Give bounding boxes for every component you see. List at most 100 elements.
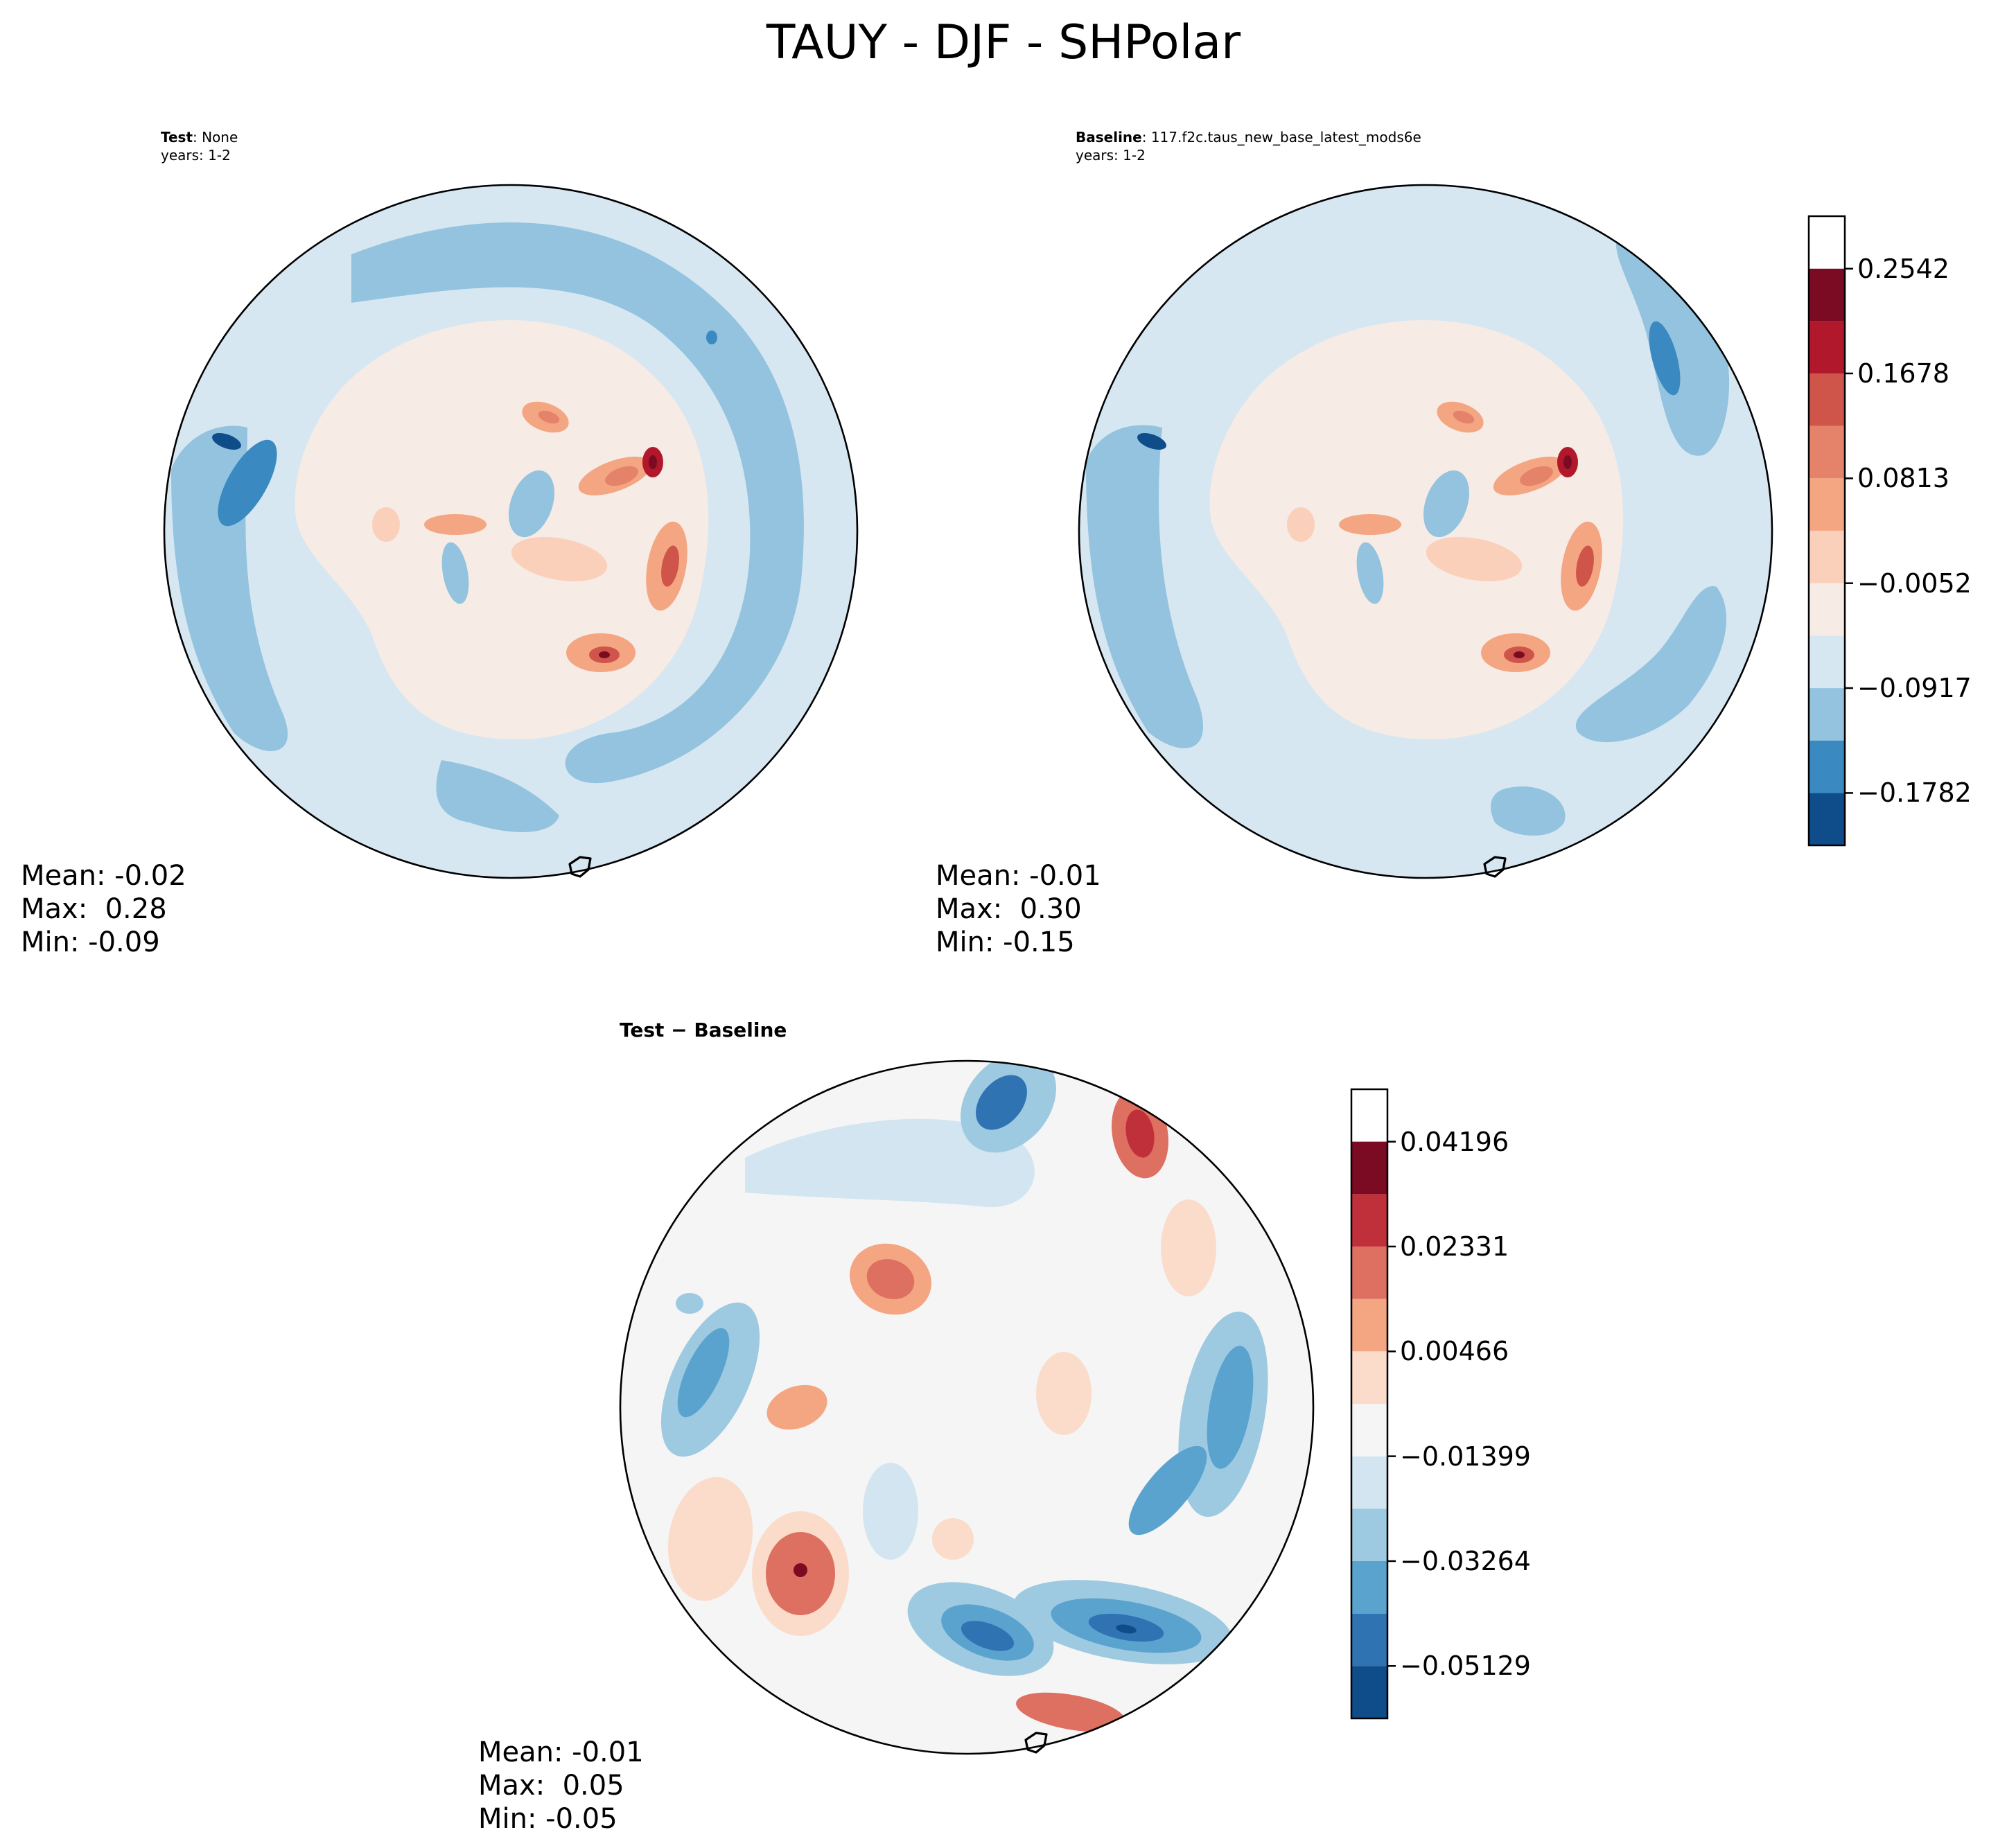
diff-colorbar-band <box>1351 1560 1387 1614</box>
baseline-colorbar-band <box>1809 793 1845 845</box>
test-contour-region <box>372 507 400 542</box>
baseline-colorbar-band <box>1809 740 1845 793</box>
baseline-colorbar-band <box>1809 425 1845 479</box>
diff-contour-region <box>794 1563 807 1577</box>
diff-colorbar-tick-label: 0.00466 <box>1400 1336 1509 1367</box>
test-contour-region <box>351 222 804 784</box>
baseline-colorbar-band <box>1809 321 1845 373</box>
test-stat-min: Min: -0.09 <box>21 926 160 958</box>
baseline-contour-region <box>1520 466 1553 486</box>
diff-colorbar-band <box>1351 1456 1387 1509</box>
baseline-colorbar-band <box>1809 268 1845 322</box>
baseline-label-text: : 117.f2c.taus_new_base_latest_mods6e <box>1141 129 1421 146</box>
diff-contour-region <box>667 1477 753 1601</box>
diff-stat-mean: Mean: -0.01 <box>478 1736 644 1768</box>
baseline-stat-min: Min: -0.15 <box>936 926 1075 958</box>
diff-colorbar-band <box>1351 1194 1387 1247</box>
baseline-colorbar-band <box>1809 373 1845 426</box>
baseline-contour-region <box>1491 786 1566 836</box>
diff-contour-region <box>866 1259 915 1299</box>
baseline-label-bold: Baseline <box>1076 129 1142 146</box>
diff-colorbar-band <box>1351 1141 1387 1195</box>
baseline-contour-region <box>1514 651 1525 658</box>
baseline-stat-mean: Mean: -0.01 <box>936 860 1101 892</box>
diff-contour-region <box>1116 1624 1137 1634</box>
diff-colorbar-tick-label: −0.03264 <box>1400 1545 1531 1576</box>
test-contour-region <box>661 545 679 587</box>
diff-colorbar-tick-label: −0.01399 <box>1400 1441 1531 1472</box>
diff-contour-region <box>1016 1692 1125 1732</box>
diff-colorbar-band <box>1351 1508 1387 1561</box>
baseline-panel-label: Baseline: 117.f2c.taus_new_base_latest_m… <box>1076 129 1421 146</box>
diff-contour-region <box>863 1463 918 1560</box>
diff-contour-region <box>677 1328 730 1418</box>
test-contour-region <box>605 466 638 486</box>
baseline-colorbar-band <box>1809 688 1845 741</box>
diff-map <box>619 1059 1315 1755</box>
baseline-map-boundary <box>1078 184 1773 879</box>
test-stat-mean: Mean: -0.02 <box>21 860 186 892</box>
test-contour-region <box>436 760 559 832</box>
baseline-colorbar-tick-label: 0.0813 <box>1857 463 1949 494</box>
baseline-colorbar-band <box>1809 530 1845 583</box>
baseline-colorbar-tick-label: −0.0917 <box>1857 673 1972 704</box>
baseline-contour-region <box>1137 432 1166 450</box>
test-panel-label: Test: None <box>161 129 238 146</box>
test-contour-region <box>538 410 560 424</box>
diff-colorbar-band <box>1351 1404 1387 1457</box>
baseline-map <box>1078 184 1773 879</box>
test-contour-region <box>509 470 554 538</box>
diff-colorbar-band <box>1351 1613 1387 1666</box>
diff-colorbar-tick-label: −0.05129 <box>1400 1651 1531 1682</box>
diff-colorbar-band <box>1351 1351 1387 1404</box>
diff-map-boundary <box>619 1059 1315 1755</box>
baseline-contour-region <box>1339 514 1401 535</box>
baseline-colorbar-tick-label: 0.1678 <box>1857 358 1949 389</box>
diff-contour-region <box>1207 1346 1254 1469</box>
baseline-contour-region <box>1563 455 1572 469</box>
diff-contour-region <box>745 1118 1035 1208</box>
test-stat-max: Max: 0.28 <box>21 893 167 925</box>
baseline-contour-region <box>1423 470 1469 538</box>
diff-stat-max: Max: 0.05 <box>478 1770 624 1802</box>
diff-contour-region <box>1128 1445 1207 1535</box>
test-contour-region <box>511 537 608 581</box>
baseline-colorbar-frame <box>1807 215 1846 847</box>
diff-colorbar-frame <box>1350 1088 1389 1720</box>
figure-title: TAUY - DJF - SHPolar <box>766 15 1241 70</box>
diff-contour-region <box>961 1621 1015 1651</box>
diff-contour-region <box>676 1293 703 1314</box>
diff-colorbar-band <box>1351 1299 1387 1352</box>
diff-contour-region <box>932 1518 974 1560</box>
diff-stat-min: Min: -0.05 <box>478 1803 617 1835</box>
baseline-colorbar-band <box>1809 635 1845 689</box>
baseline-contour-region <box>1287 507 1315 542</box>
baseline-contour-region <box>1453 410 1475 424</box>
baseline-contour-region <box>1426 537 1523 581</box>
test-contour-region <box>599 651 610 658</box>
test-label-text: : None <box>193 129 238 146</box>
baseline-contour-region <box>1575 586 1727 743</box>
test-map-boundary <box>163 184 859 879</box>
diff-contour-region <box>1161 1199 1216 1296</box>
baseline-contour-region <box>1086 425 1204 748</box>
baseline-contour-region <box>1576 545 1594 587</box>
test-label-bold: Test <box>161 129 193 146</box>
test-contour-region <box>441 542 469 604</box>
diff-colorbar-band <box>1351 1246 1387 1299</box>
diff-colorbar-tick-label: 0.04196 <box>1400 1126 1509 1157</box>
baseline-colorbar-tick-label: −0.0052 <box>1857 567 1972 599</box>
baseline-years: years: 1-2 <box>1076 147 1146 164</box>
baseline-colorbar-tick-label: −0.1782 <box>1857 777 1972 809</box>
baseline-colorbar-band <box>1809 478 1845 531</box>
diff-contour-region <box>766 1384 827 1430</box>
diff-colorbar <box>1350 1088 1396 1720</box>
baseline-contour-region <box>1356 542 1384 604</box>
baseline-colorbar-band <box>1809 583 1845 636</box>
diff-contour-region <box>1036 1352 1092 1435</box>
baseline-stat-max: Max: 0.30 <box>936 893 1082 925</box>
test-contour-region <box>171 425 288 752</box>
test-contour-region <box>424 514 487 535</box>
baseline-colorbar-tick-label: 0.2542 <box>1857 253 1949 284</box>
